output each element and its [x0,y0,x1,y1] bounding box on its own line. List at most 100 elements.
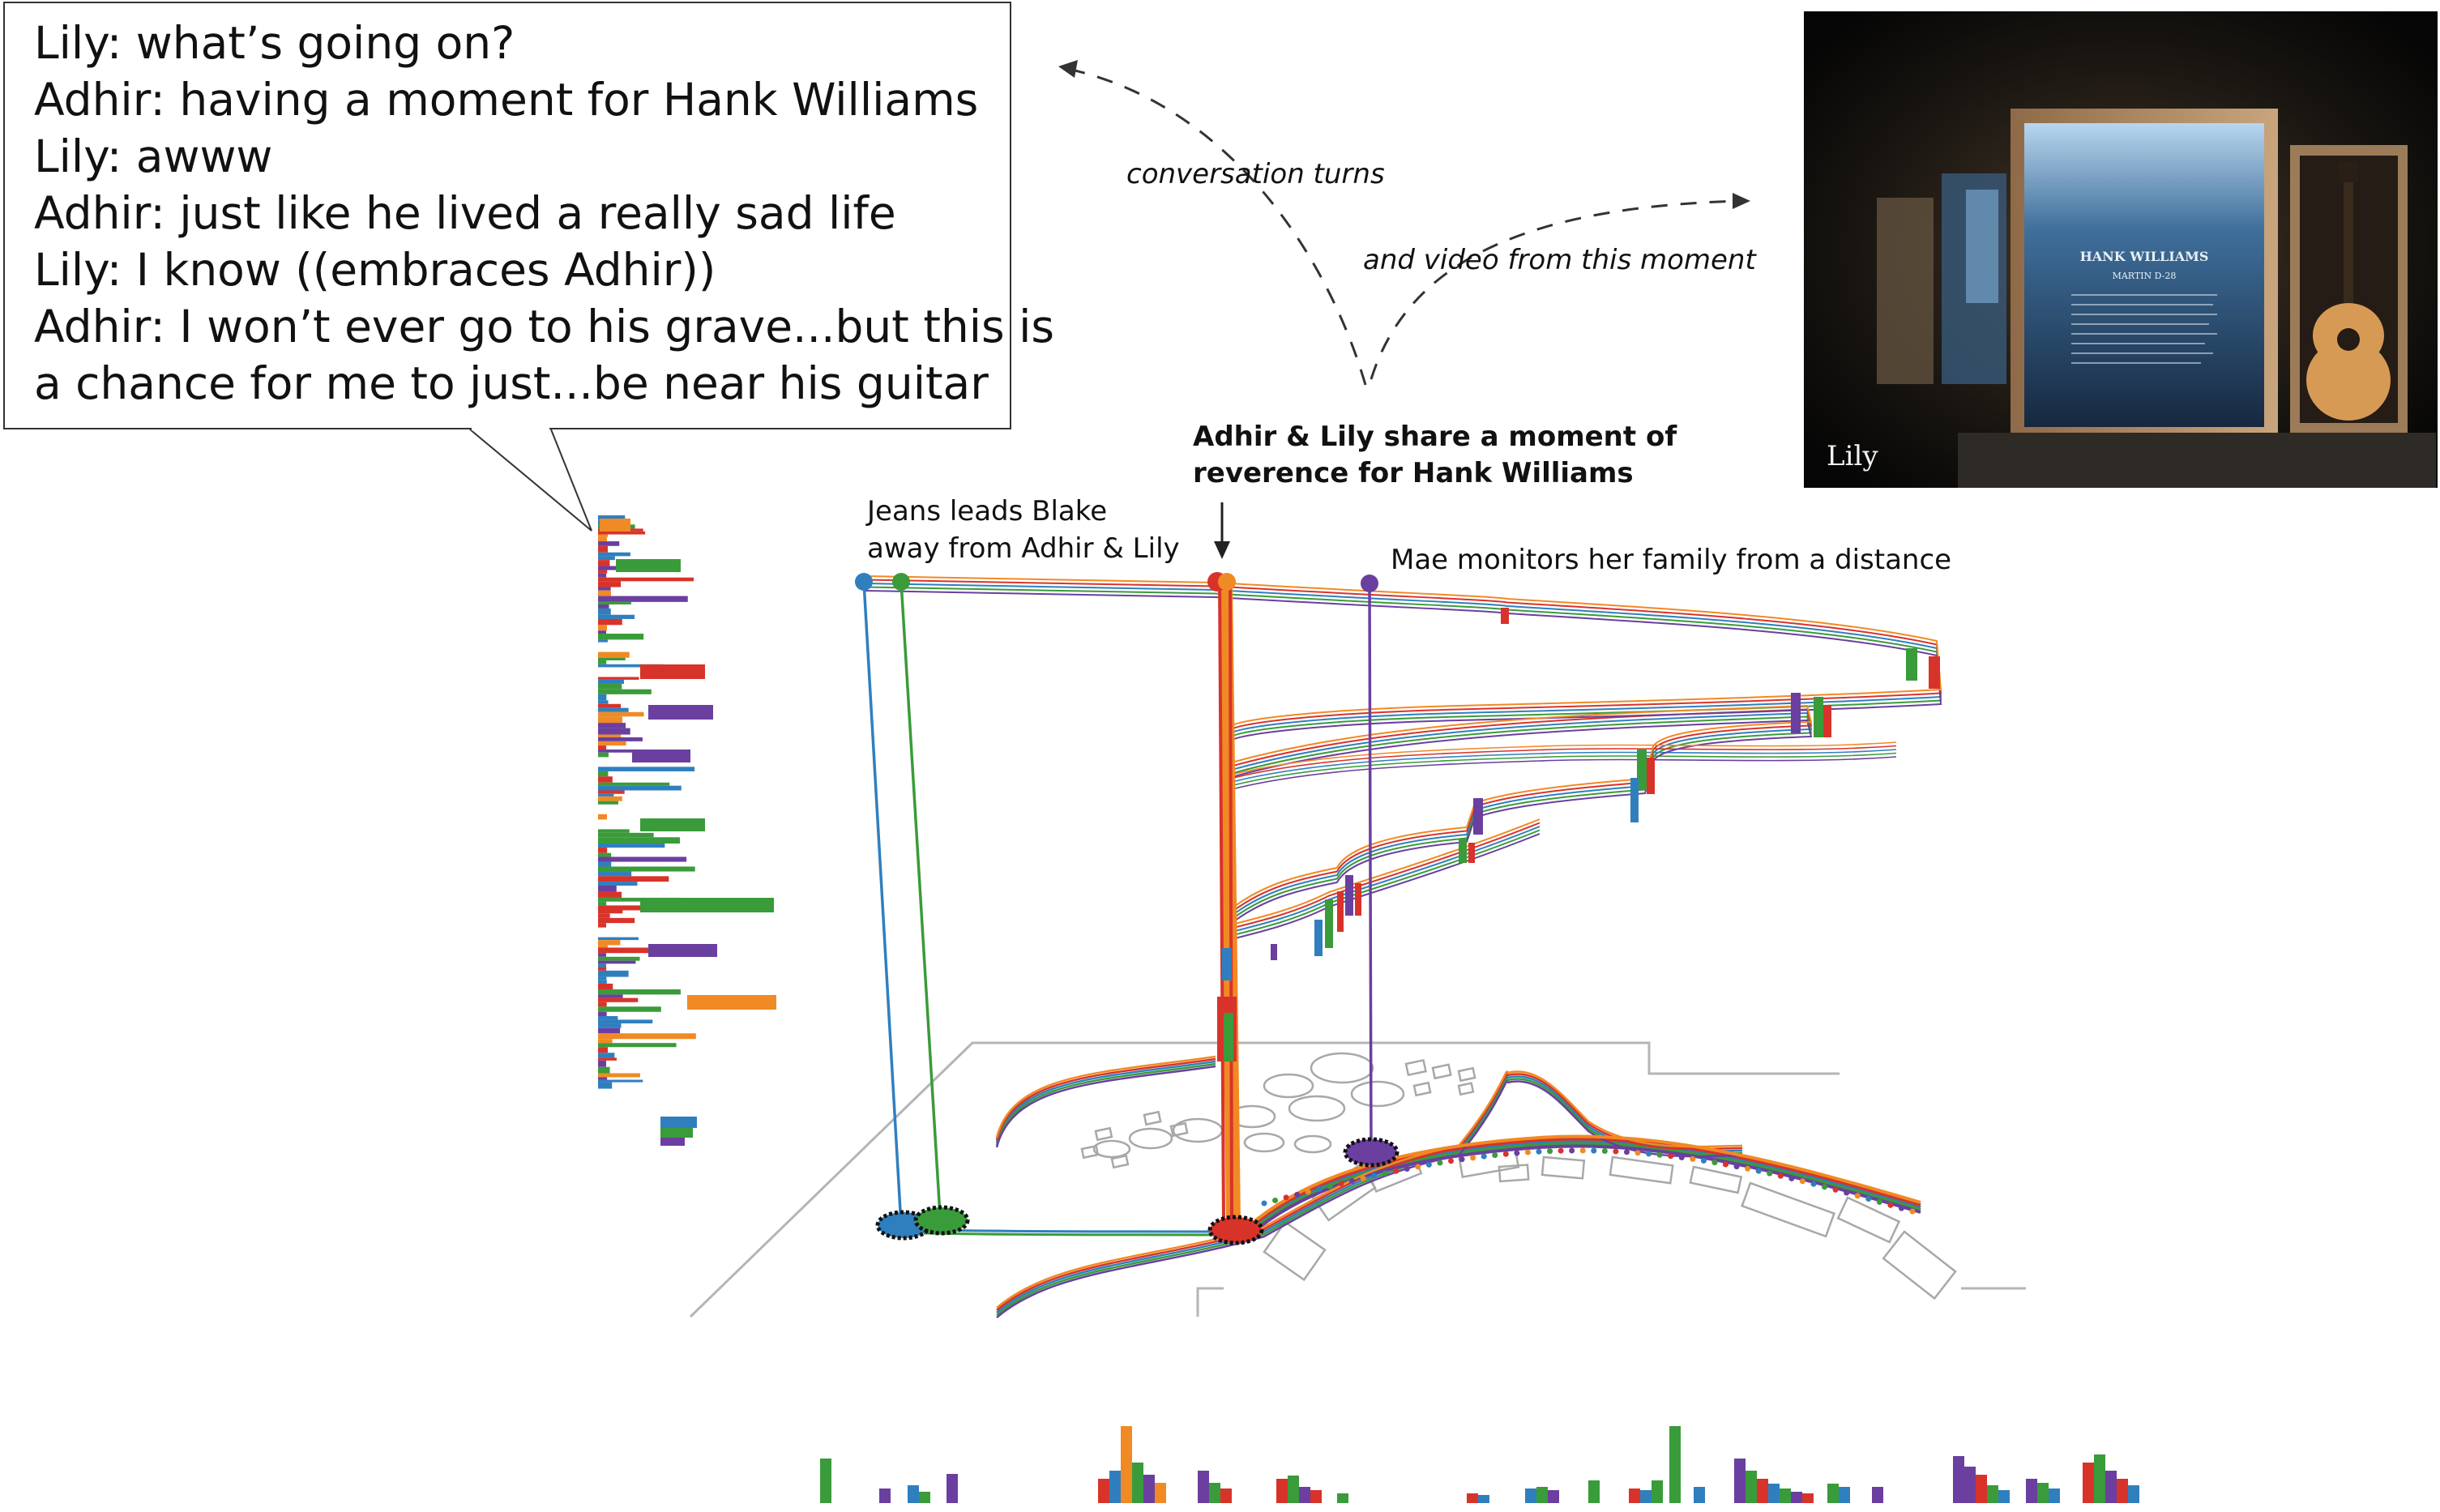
conversation-turn-bar [598,541,620,546]
conversation-turn-bar [598,861,612,867]
conversation-turn-bar [598,844,665,848]
conversation-turn-bar [598,570,608,574]
trajectory-sample [1492,1152,1498,1159]
trajectory-sample [1844,1190,1850,1196]
activity-bar [1536,1487,1548,1503]
ground-path [1246,1137,1921,1231]
dwell-segment [1355,883,1361,916]
conversation-turn-bar [598,614,635,619]
conversation-transcript: Lily: what’s going on? Adhir: having a m… [3,2,1054,429]
conversation-turn-bar [598,970,629,977]
trajectory-sample [1558,1147,1564,1154]
conversation-turn-bar [598,829,630,833]
trajectory-sample [1656,1151,1663,1158]
conversation-turn-bar [598,1002,607,1007]
museum-scene: HANK WILLIAMS MARTIN D-28 Lily [1804,11,2438,488]
space-time-path [1231,756,1897,790]
activity-bar [919,1492,930,1503]
trajectory-sample [1261,1200,1267,1207]
activity-bar [1652,1480,1663,1503]
conversation-turn-bar [598,852,612,857]
trajectory-sample [1382,1170,1388,1177]
conversation-turn-bar [598,577,694,582]
conversation-turn-bar [598,947,673,954]
conversation-turn-bar [598,876,669,882]
person-stem [1229,576,1233,1224]
space-time-path [1231,749,1897,783]
conversation-turn-bar [598,679,624,684]
jeans-label-line2: away from Adhir & Lily [867,532,1180,565]
conversation-turn-bar [598,923,606,928]
dwell-segment [1473,798,1483,835]
activity-bar [1694,1487,1705,1503]
dwell-segment [1823,705,1831,737]
conversation-turn-bar [598,581,622,587]
conversation-turn-bar [660,1117,697,1128]
display-case [1609,1155,1674,1185]
conversation-turn-bar [598,1016,618,1020]
conversation-turn-bar [598,776,613,783]
trajectory-sample [1678,1154,1685,1160]
conversation-turn-bar [598,752,609,758]
ground-trajectories [923,1055,1921,1318]
conversation-turn-bar [598,639,609,643]
conversation-turn-bar [598,1066,610,1074]
trajectory-sample [1459,1156,1465,1163]
trajectory-sample [1437,1160,1443,1166]
conversation-turn-bar [640,664,705,679]
activity-bar [2128,1485,2139,1503]
conversation-turn-bar [598,1027,621,1034]
conversation-turn-bar [598,837,681,844]
activity-bar [1143,1475,1155,1503]
dwell-segment [1337,891,1344,932]
jeans-marker [892,573,910,591]
conversation-turn-bar [598,604,609,609]
person-stem [1218,576,1225,1224]
video-moment-label: and video from this moment [1363,244,1756,276]
trajectory-sample [1305,1189,1311,1195]
conversation-turn-bar [598,856,687,862]
conversation-turn-bar [598,882,638,886]
conversation-turn-bar [598,782,670,786]
conversation-turn-bar [598,790,625,794]
activity-bar [2094,1454,2105,1503]
ground-path [1246,1144,1921,1238]
floor-table [1128,1127,1173,1150]
conversation-turn-bar [598,1047,609,1053]
activity-bar [1467,1493,1478,1503]
trajectory-sample [1909,1208,1916,1215]
dwell-segment [1929,656,1940,689]
conversation-turn-bar [598,913,610,918]
trajectory-sample [1810,1181,1817,1187]
trajectory-sample [1635,1150,1641,1156]
trajectory-sample [1536,1148,1542,1155]
person-stem [900,581,942,1216]
dwell-segment [1345,875,1353,916]
activity-bar [1548,1490,1559,1503]
trajectory-sample [1448,1158,1455,1164]
conversation-turn-bar [598,814,608,820]
space-time-path [1231,719,1813,924]
conversation-turn-bar [598,1039,613,1044]
conversation-turn-bar [598,677,639,680]
conversation-turn-bar [598,545,609,553]
space-time-path [1231,708,1813,913]
dwell-segment [1459,839,1467,863]
conversation-turn-bar [598,560,610,566]
dwell-segment [1271,944,1277,960]
trajectory-sample [1481,1153,1487,1160]
conversation-turn-bar [648,705,713,720]
conversation-turn-bar [598,634,644,640]
activity-bar [1987,1485,1998,1503]
arrow-to-video [1370,199,1743,380]
person-stem [862,581,903,1226]
trajectory-sample [1646,1151,1652,1157]
floor-position-marker [1207,1215,1264,1245]
activity-bar [2037,1483,2049,1503]
activity-bar [1872,1487,1883,1503]
activity-bar [1155,1483,1166,1503]
conversation-turn-bar [598,745,607,750]
transcript-line: Lily: I know ((embraces Adhir)) [34,244,716,296]
trajectory-sample [1425,1161,1432,1168]
conversation-turn-bar [598,741,626,746]
